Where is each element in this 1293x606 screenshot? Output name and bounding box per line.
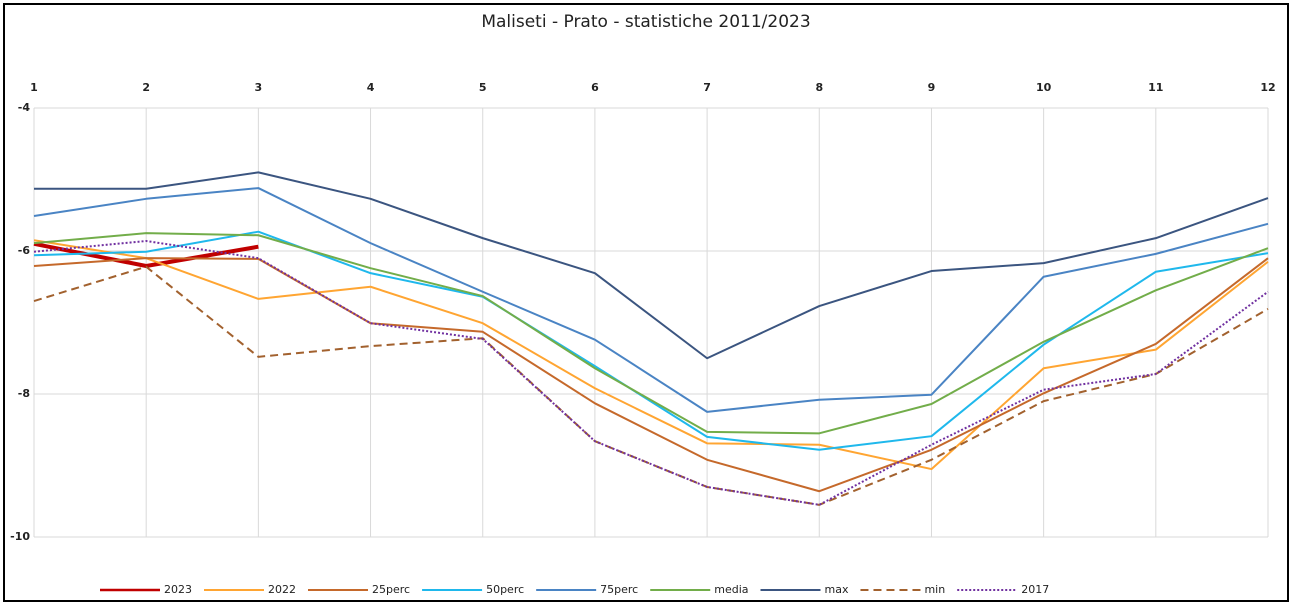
legend-label: max <box>825 583 849 596</box>
x-tick-label: 9 <box>928 81 936 94</box>
legend-label: 50perc <box>486 583 524 596</box>
series-line <box>33 257 1269 493</box>
legend-label: 2023 <box>164 583 192 596</box>
legend-label: 75perc <box>600 583 638 596</box>
x-tick-label: 8 <box>815 81 823 94</box>
legend-label: 25perc <box>372 583 410 596</box>
legend-label: 2017 <box>1021 583 1049 596</box>
series-line <box>34 171 1269 360</box>
x-tick-label: 11 <box>1148 81 1163 94</box>
y-tick-label: -6 <box>18 244 31 257</box>
legend-label: 2022 <box>268 583 296 596</box>
x-tick-label: 7 <box>703 81 711 94</box>
y-tick-label: -10 <box>10 530 30 543</box>
x-tick-label: 1 <box>30 81 38 94</box>
series-line <box>33 232 1269 435</box>
y-tick-label: -4 <box>18 101 31 114</box>
legend-label: media <box>714 583 748 596</box>
series-line <box>33 187 1269 413</box>
x-tick-label: 12 <box>1260 81 1275 94</box>
x-tick-label: 2 <box>142 81 150 94</box>
x-tick-label: 3 <box>255 81 263 94</box>
legend-label: min <box>924 583 945 596</box>
series-line <box>33 265 1269 506</box>
x-tick-label: 4 <box>367 81 375 94</box>
y-tick-label: -8 <box>18 387 30 400</box>
series-line <box>33 239 1269 471</box>
chart-frame <box>3 3 1289 602</box>
x-tick-label: 6 <box>591 81 599 94</box>
x-tick-label: 10 <box>1036 81 1052 94</box>
series-line <box>33 239 1269 506</box>
x-tick-label: 5 <box>479 81 487 94</box>
chart-title: Maliseti - Prato - statistiche 2011/2023 <box>481 12 810 32</box>
